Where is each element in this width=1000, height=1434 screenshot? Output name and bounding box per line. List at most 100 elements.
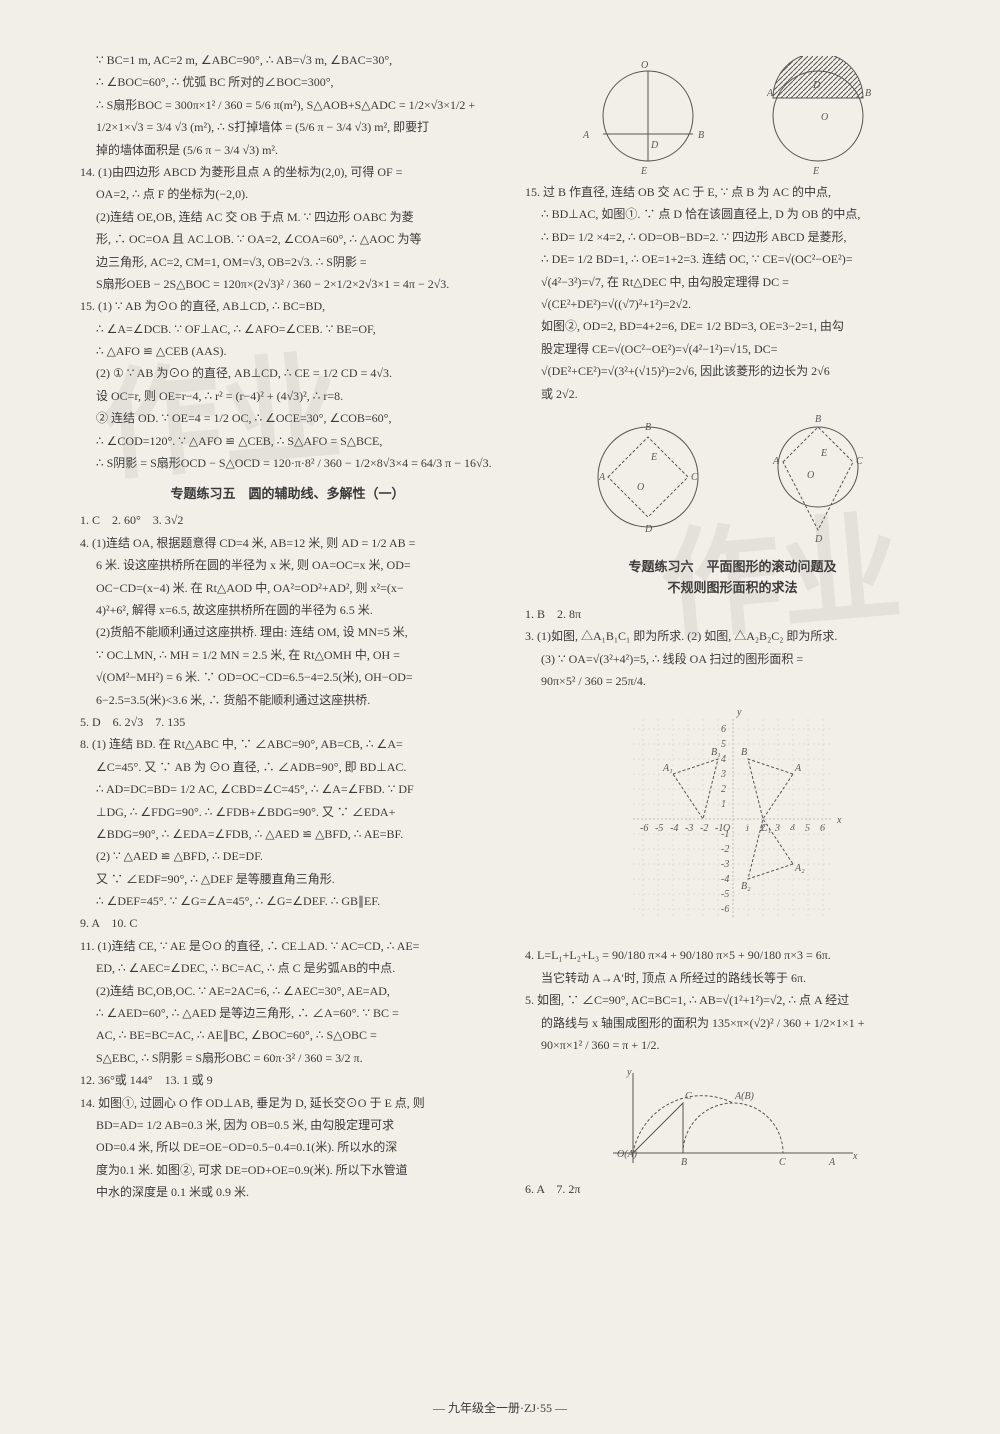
svg-text:E: E <box>812 166 819 176</box>
svg-text:B₁: B₁ <box>711 747 721 758</box>
svg-text:E: E <box>820 448 827 459</box>
text-line: OA=2, ∴ 点 F 的坐标为(−2,0). <box>80 184 495 204</box>
text-line: AC, ∴ BE=BC=AC, ∴ AE∥BC, ∠BOC=60°, ∴ S△O… <box>80 1025 495 1045</box>
svg-text:A: A <box>582 130 590 141</box>
text-line: 掉的墙体面积是 (5/6 π − 3/4 √3) m². <box>80 140 495 160</box>
svg-text:O: O <box>637 482 644 493</box>
circle-fig-1: A B O E D ① <box>573 56 723 176</box>
rolling-triangle-diagram: O(A) B C A(B) C A x y <box>525 1063 940 1173</box>
text-line: 6 米. 设这座拱桥所在圆的半径为 x 米, 则 OA=OC=x 米, OD= <box>80 555 495 575</box>
text-line: ∴ S扇形BOC = 300π×1² / 360 = 5/6 π(m²), S△… <box>80 95 495 115</box>
section-title-5: 专题练习五 圆的辅助线、多解性（一） <box>80 483 495 502</box>
question-14b: 14. 如图①, 过圆心 O 作 OD⊥AB, 垂足为 D, 延长交⊙O 于 E… <box>80 1093 495 1113</box>
text-line: ∵ OC⊥MN, ∴ MH = 1/2 MN = 2.5 米, 在 Rt△OMH… <box>80 645 495 665</box>
text-line: ∴ S阴影 = S扇形OCD − S△OCD = 120·π·8² / 360 … <box>80 453 495 473</box>
svg-text:B: B <box>741 747 747 758</box>
svg-text:B: B <box>815 414 821 425</box>
question-5r: 5. 如图, ∵ ∠C=90°, AC=BC=1, ∴ AB=√(1²+1²)=… <box>525 990 940 1010</box>
text-line: (3) ∵ OA=√(3²+4²)=5, ∴ 线段 OA 扫过的图形面积 = <box>525 649 940 669</box>
text-line: 股定理得 CE=√(OC²−OE²)=√(4²−1²)=√15, DC= <box>525 339 940 359</box>
svg-text:E: E <box>640 166 647 176</box>
text-line: 又 ∵ ∠EDF=90°, ∴ △DEF 是等腰直角三角形. <box>80 869 495 889</box>
text-line: ∴ DE= 1/2 BD=1, ∴ OE=1+2=3. 连结 OC, ∵ CE=… <box>525 249 940 269</box>
svg-text:A: A <box>772 456 780 467</box>
text-line: ∴ ∠COD=120°. ∵ △AFO ≌ △CEB, ∴ S△AFO = S△… <box>80 431 495 451</box>
text-line: BD=AD= 1/2 AB=0.3 米, 因为 OB=0.5 米, 由勾股定理可… <box>80 1115 495 1135</box>
svg-text:A: A <box>794 763 802 774</box>
svg-text:A(B): A(B) <box>734 1091 755 1102</box>
svg-text:D: D <box>812 80 821 91</box>
text-line: ∴ ∠BOC=60°, ∴ 优弧 BC 所对的∠BOC=300°, <box>80 72 495 92</box>
question-4r: 4. L=L₁+L₂+L₃ = 90/180 π×4 + 90/180 π×5 … <box>525 945 940 965</box>
svg-text:-6: -6 <box>640 823 648 834</box>
left-column: ∵ BC=1 m, AC=2 m, ∠ABC=90°, ∴ AB=√3 m, ∠… <box>80 50 495 1390</box>
svg-text:O(A): O(A) <box>617 1149 638 1160</box>
svg-text:D: D <box>814 534 823 542</box>
svg-text:B₂: B₂ <box>741 881 751 892</box>
text-line: ED, ∴ ∠AEC=∠DEC, ∴ BC=AC, ∴ 点 C 是劣弧AB的中点… <box>80 958 495 978</box>
text-line: (2)连结 BC,OB,OC. ∵ AE=2AC=6, ∴ ∠AEC=30°, … <box>80 981 495 1001</box>
question-15: 15. (1) ∵ AB 为⊙O 的直径, AB⊥CD, ∴ BC=BD, <box>80 296 495 316</box>
svg-text:A₂: A₂ <box>794 863 805 874</box>
svg-text:-4: -4 <box>670 823 678 834</box>
svg-text:B: B <box>698 130 704 141</box>
text-line: 或 2√2. <box>525 384 940 404</box>
svg-text:y: y <box>736 707 742 718</box>
answer-row: 12. 36°或 144° 13. 1 或 9 <box>80 1070 495 1090</box>
svg-text:D: D <box>644 524 653 535</box>
circle-diagram-pair-1: A B O E D ① A B O D E ② <box>525 56 940 176</box>
svg-text:-2: -2 <box>700 823 708 834</box>
circle-rhombus-2: B A C D E O ② <box>743 412 893 542</box>
question-3r: 3. (1)如图, △A₁B₁C₁ 即为所求. (2) 如图, △A₂B₂C₂ … <box>525 626 940 646</box>
answer-row: 6. A 7. 2π <box>525 1179 940 1199</box>
question-14: 14. (1)由四边形 ABCD 为菱形且点 A 的坐标为(2,0), 可得 O… <box>80 162 495 182</box>
svg-text:A: A <box>766 88 774 99</box>
section-title-6b: 不规则图形面积的求法 <box>525 577 940 596</box>
svg-text:3: 3 <box>774 823 780 834</box>
question-15r: 15. 过 B 作直径, 连结 OB 交 AC 于 E, ∵ 点 B 为 AC … <box>525 182 940 202</box>
coord-grid: -6-6-5-5-4-4-3-3-2-2-1-1112233445566 A B… <box>613 699 853 939</box>
svg-text:A: A <box>828 1157 836 1168</box>
text-line: √(CE²+DE²)=√((√7)²+1²)=2√2. <box>525 294 940 314</box>
svg-text:y: y <box>626 1067 632 1078</box>
text-line: 的路线与 x 轴围成图形的面积为 135×π×(√2)² / 360 + 1/2… <box>525 1013 940 1033</box>
question-8: 8. (1) 连结 BD. 在 Rt△ABC 中, ∵ ∠ABC=90°, AB… <box>80 734 495 754</box>
svg-text:B: B <box>865 88 871 99</box>
text-line: 中水的深度是 0.1 米或 0.9 米. <box>80 1182 495 1202</box>
coord-grid-diagram: -6-6-5-5-4-4-3-3-2-2-1-1112233445566 A B… <box>525 699 940 939</box>
text-line: S△EBC, ∴ S阴影 = S扇形OBC = 60π·3² / 360 = 3… <box>80 1048 495 1068</box>
svg-text:B: B <box>645 422 651 433</box>
text-line: 4)²+6², 解得 x=6.5, 故这座拱桥所在圆的半径为 6.5 米. <box>80 600 495 620</box>
svg-text:C₁: C₁ <box>761 823 771 834</box>
text-line: ∴ ∠A=∠DCB. ∵ OF⊥AC, ∴ ∠AFO=∠CEB. ∵ BE=OF… <box>80 319 495 339</box>
question-4: 4. (1)连结 OA, 根据题意得 CD=4 米, AB=12 米, 则 AD… <box>80 533 495 553</box>
text-line: (2) ∵ △AED ≌ △BFD, ∴ DE=DF. <box>80 846 495 866</box>
svg-text:C: C <box>779 1157 786 1168</box>
text-line: 90×π×1² / 360 = π + 1/2. <box>525 1035 940 1055</box>
svg-text:O: O <box>641 60 648 71</box>
svg-text:O: O <box>807 470 814 481</box>
text-line: 1/2×1×√3 = 3/4 √3 (m²), ∴ S打掉墙体 = (5/6 π… <box>80 117 495 137</box>
svg-text:A₁: A₁ <box>662 763 673 774</box>
svg-text:x: x <box>852 1151 858 1162</box>
page-footer: — 九年级全一册·ZJ·55 — <box>0 1399 1000 1416</box>
svg-text:O: O <box>821 112 828 123</box>
answer-row: 1. C 2. 60° 3. 3√2 <box>80 510 495 530</box>
answer-row: 9. A 10. C <box>80 913 495 933</box>
text-line: ∴ △AFO ≌ △CEB (AAS). <box>80 341 495 361</box>
text-line: OD=0.4 米, 所以 DE=OE−OD=0.5−0.4=0.1(米). 所以… <box>80 1137 495 1157</box>
answer-row: 1. B 2. 8π <box>525 604 940 624</box>
svg-text:E: E <box>650 452 657 463</box>
svg-text:-5: -5 <box>655 823 663 834</box>
rolling-fig: O(A) B C A(B) C A x y <box>603 1063 863 1173</box>
text-line: √(DE²+CE²)=√(3²+(√15)²)=2√6, 因此该菱形的边长为 2… <box>525 361 940 381</box>
text-line: 度为0.1 米. 如图②, 可求 DE=OD+OE=0.9(米). 所以下水管道 <box>80 1160 495 1180</box>
text-line: S扇形OEB − 2S△BOC = 120π×(2√3)² / 360 − 2×… <box>80 274 495 294</box>
text-line: (2)货船不能顺利通过这座拱桥. 理由: 连结 OM, 设 MN=5 米, <box>80 622 495 642</box>
text-line: 如图②, OD=2, BD=4+2=6, DE= 1/2 BD=3, OE=3−… <box>525 316 940 336</box>
text-line: ∴ ∠DEF=45°. ∵ ∠G=∠A=45°, ∴ ∠G=∠DEF. ∴ GB… <box>80 891 495 911</box>
svg-text:B: B <box>681 1157 687 1168</box>
text-line: OC−CD=(x−4) 米. 在 Rt△AOD 中, OA²=OD²+AD², … <box>80 578 495 598</box>
answer-row: 5. D 6. 2√3 7. 135 <box>80 712 495 732</box>
circle-fig-2: A B O D E ② <box>743 56 893 176</box>
